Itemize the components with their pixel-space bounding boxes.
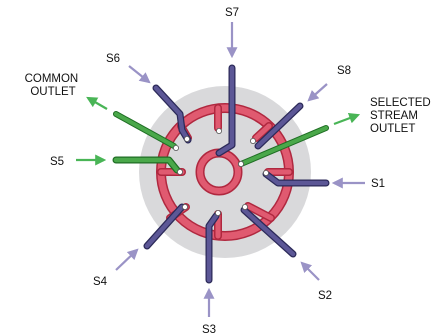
green-tubes	[112, 111, 181, 174]
label-s6: S6	[106, 53, 120, 65]
port-holes	[172, 127, 269, 216]
s8-arrow	[307, 83, 328, 102]
label-s5: S5	[50, 156, 64, 168]
selected-outlet-line-1: SELECTED	[370, 97, 431, 109]
label-s7: S7	[225, 7, 239, 19]
selected-outlet-line-3: OUTLET	[370, 123, 415, 135]
common-outlet-line-1: COMMON	[25, 73, 79, 85]
label-s2: S2	[318, 290, 332, 302]
label-s8: S8	[337, 65, 351, 77]
label-selected-stream-outlet: SELECTED STREAM OUTLET	[370, 97, 431, 135]
selected-outlet-line-2: STREAM	[370, 110, 418, 122]
label-s4: S4	[93, 276, 108, 288]
s6-arrow	[128, 65, 151, 84]
label-s3: S3	[202, 324, 216, 336]
s2-arrow	[300, 261, 320, 281]
s4-arrow	[115, 248, 139, 271]
common-outlet-arrow	[86, 96, 108, 110]
label-s1: S1	[371, 178, 385, 190]
label-common-outlet: COMMON OUTLET	[25, 73, 82, 98]
inlet-tubes	[143, 64, 330, 284]
selected-outlet-arrow	[333, 112, 361, 126]
common-outlet-line-2: OUTLET	[30, 86, 75, 98]
flow-arrows	[76, 22, 365, 317]
